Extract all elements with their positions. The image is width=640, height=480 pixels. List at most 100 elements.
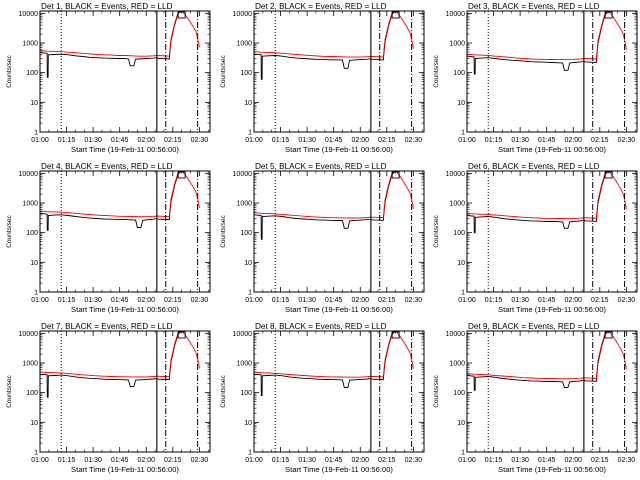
- x-axis-label: Start Time (19-Feb-11 00:56:00): [498, 305, 606, 314]
- plot-frame: [253, 10, 425, 133]
- lld-series-line: [467, 171, 627, 220]
- x-axis-label: Start Time (19-Feb-11 00:56:00): [71, 465, 179, 474]
- y-tick-label: 10000: [233, 331, 253, 338]
- y-axis-label: Counts/sec: [433, 374, 440, 407]
- y-axis-label: Counts/sec: [220, 214, 227, 247]
- top-box-marker: [391, 11, 400, 19]
- series-group: [467, 11, 627, 75]
- y-tick-label: 10: [457, 260, 465, 267]
- y-tick-label: 1000: [236, 201, 252, 208]
- x-axis-label: Start Time (19-Feb-11 00:56:00): [71, 305, 179, 314]
- lld-series-line: [40, 331, 200, 378]
- events-series-line: [40, 171, 182, 231]
- x-tick-label: 01:45: [325, 137, 343, 144]
- top-box-marker: [177, 331, 186, 339]
- series-group: [467, 331, 627, 391]
- lld-series-line: [467, 11, 627, 61]
- x-tick-label: 01:45: [538, 457, 556, 464]
- x-tick-label: 02:00: [564, 137, 582, 144]
- y-tick-label: 1000: [22, 361, 38, 368]
- x-axis-label: Start Time (19-Feb-11 00:56:00): [285, 465, 393, 474]
- x-tick-label: 02:00: [351, 457, 369, 464]
- x-tick-label: 01:30: [511, 297, 529, 304]
- x-tick-label: 01:30: [298, 457, 316, 464]
- y-tick-label: 10: [30, 100, 38, 107]
- plot-frame: [253, 330, 425, 453]
- y-tick-label: 1: [461, 290, 465, 297]
- top-box-marker: [604, 171, 613, 179]
- y-tick-label: 1000: [236, 41, 252, 48]
- lld-series-line: [254, 171, 414, 219]
- x-tick-label: 01:30: [298, 137, 316, 144]
- y-axis-label: Counts/sec: [6, 214, 13, 247]
- y-tick-label: 10: [244, 100, 252, 107]
- x-tick-label: 01:30: [511, 457, 529, 464]
- y-tick-label: 10000: [446, 11, 466, 18]
- y-tick-label: 10: [244, 420, 252, 427]
- x-tick-label: 01:45: [111, 137, 129, 144]
- plot-frame: [39, 170, 211, 293]
- y-tick-label: 10000: [19, 11, 39, 18]
- plot-frame: [466, 10, 638, 133]
- panel-title: Det 7, BLACK = Events, RED = LLD: [41, 322, 173, 331]
- events-series-line: [467, 11, 610, 75]
- x-tick-label: 01:15: [485, 137, 503, 144]
- detector-panel: Det 9, BLACK = Events, RED = LLD Counts/s…: [433, 322, 638, 474]
- lld-series-line: [40, 171, 200, 218]
- x-tick-label: 01:00: [458, 457, 476, 464]
- x-tick-label: 01:15: [272, 297, 290, 304]
- x-tick-label: 01:30: [84, 297, 102, 304]
- detector-panel: Det 5, BLACK = Events, RED = LLD Counts/s…: [220, 162, 425, 314]
- x-tick-label: 01:15: [58, 137, 76, 144]
- x-tick-label: 01:30: [298, 297, 316, 304]
- plot-frame: [39, 10, 211, 133]
- x-tick-label: 02:30: [191, 457, 209, 464]
- y-tick-label: 100: [453, 390, 465, 397]
- detector-panel: Det 7, BLACK = Events, RED = LLD Counts/s…: [6, 322, 211, 474]
- x-tick-label: 01:00: [245, 457, 263, 464]
- x-tick-label: 01:00: [31, 137, 49, 144]
- x-tick-label: 02:00: [137, 137, 155, 144]
- x-tick-label: 01:00: [458, 137, 476, 144]
- top-box-marker: [177, 171, 186, 179]
- y-tick-label: 100: [240, 70, 252, 77]
- x-tick-label: 02:30: [618, 297, 636, 304]
- top-box-marker: [604, 331, 613, 339]
- y-tick-label: 1: [34, 290, 38, 297]
- y-axis-label: Counts/sec: [6, 374, 13, 407]
- y-tick-label: 10000: [19, 331, 39, 338]
- panel-title: Det 6, BLACK = Events, RED = LLD: [468, 162, 600, 171]
- x-tick-label: 02:30: [405, 457, 423, 464]
- y-tick-label: 1000: [22, 41, 38, 48]
- y-tick-label: 10: [30, 260, 38, 267]
- series-group: [254, 11, 414, 80]
- x-tick-label: 01:45: [111, 297, 129, 304]
- x-tick-label: 02:30: [191, 137, 209, 144]
- x-tick-label: 01:00: [458, 297, 476, 304]
- x-tick-label: 01:00: [31, 297, 49, 304]
- plot-frame: [466, 170, 638, 293]
- x-tick-label: 01:15: [485, 297, 503, 304]
- top-box-marker: [177, 11, 186, 19]
- plot-frame: [39, 330, 211, 453]
- x-tick-label: 02:30: [405, 137, 423, 144]
- events-series-line: [40, 331, 182, 398]
- panel-title: Det 3, BLACK = Events, RED = LLD: [468, 2, 600, 11]
- x-tick-label: 02:15: [591, 297, 609, 304]
- y-tick-label: 1: [248, 450, 252, 457]
- x-tick-label: 01:45: [538, 297, 556, 304]
- x-tick-label: 02:00: [137, 297, 155, 304]
- y-tick-label: 1000: [22, 201, 38, 208]
- y-tick-label: 100: [26, 230, 38, 237]
- x-tick-label: 01:45: [538, 137, 556, 144]
- x-tick-label: 01:30: [84, 457, 102, 464]
- y-tick-label: 10000: [233, 171, 253, 178]
- x-tick-label: 02:15: [591, 137, 609, 144]
- y-tick-label: 10: [457, 420, 465, 427]
- y-tick-label: 1: [34, 450, 38, 457]
- top-box-marker: [604, 11, 613, 19]
- y-tick-label: 1000: [449, 41, 465, 48]
- y-tick-label: 1: [248, 130, 252, 137]
- top-box-marker: [391, 171, 400, 179]
